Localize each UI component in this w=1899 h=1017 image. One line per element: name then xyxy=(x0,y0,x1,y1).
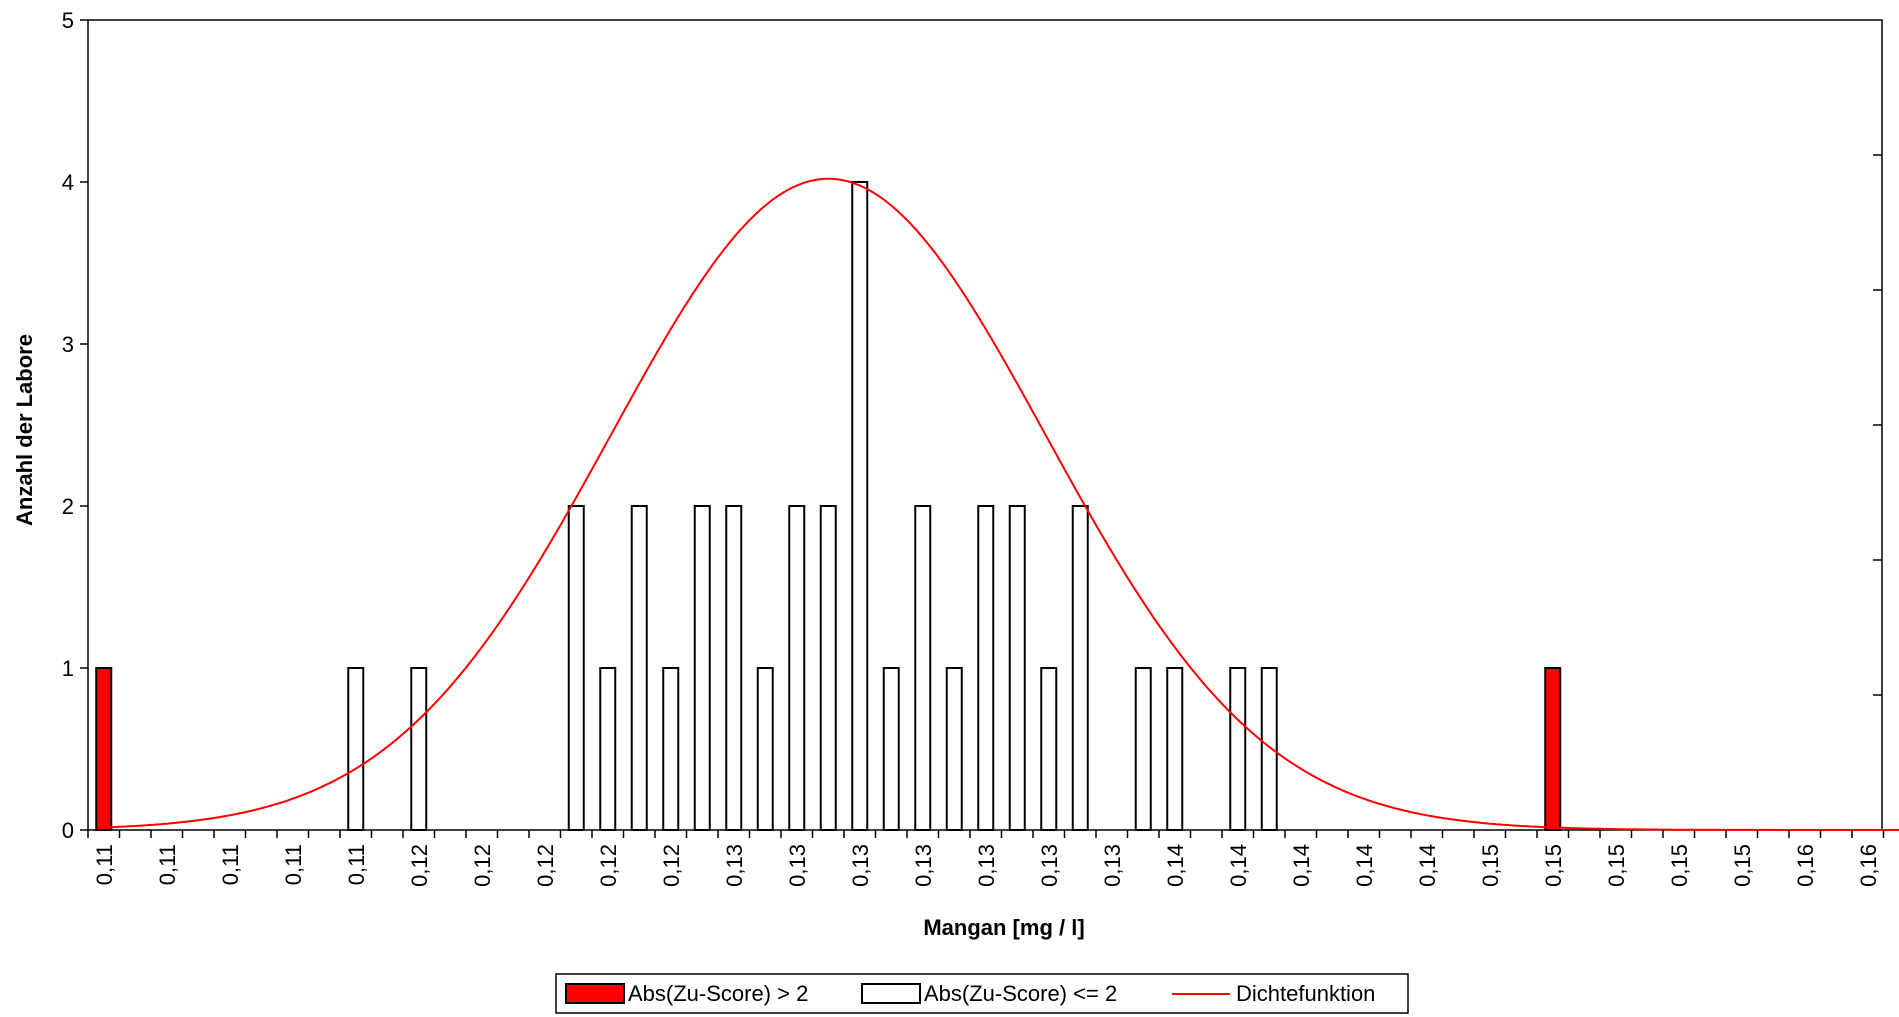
y-tick-label: 4 xyxy=(62,170,74,195)
x-tick-label: 0,14 xyxy=(1289,844,1314,887)
x-tick-label: 0,13 xyxy=(848,844,873,887)
x-tick-label: 0,11 xyxy=(281,844,306,885)
bar xyxy=(693,505,711,831)
bar xyxy=(882,667,900,831)
x-tick-label: 0,13 xyxy=(1100,844,1125,887)
x-tick-label: 0,13 xyxy=(911,844,936,887)
legend-symbol-white-box xyxy=(861,983,921,1004)
bar xyxy=(977,505,995,831)
bar xyxy=(1166,667,1184,831)
bar xyxy=(630,505,648,831)
y-axis-title: Anzahl der Labore xyxy=(12,334,37,526)
y-tick-label: 2 xyxy=(62,494,74,519)
x-tick-label: 0,11 xyxy=(218,844,243,885)
x-tick-label: 0,11 xyxy=(344,844,369,885)
bar xyxy=(819,505,837,831)
x-tick-label: 0,15 xyxy=(1478,844,1503,887)
bar-outlier xyxy=(95,667,113,831)
x-tick-label: 0,15 xyxy=(1667,844,1692,887)
bar xyxy=(1071,505,1089,831)
x-tick-label: 0,13 xyxy=(785,844,810,887)
density-curve-group xyxy=(103,177,1899,831)
bar xyxy=(567,505,585,831)
bar xyxy=(788,505,806,831)
x-tick-label: 0,13 xyxy=(1037,844,1062,887)
bar xyxy=(1008,505,1026,831)
y-tick-label: 1 xyxy=(62,656,74,681)
x-tick-label: 0,16 xyxy=(1793,844,1818,887)
bar xyxy=(725,505,743,831)
bar xyxy=(1134,667,1152,831)
x-tick-label: 0,12 xyxy=(596,844,621,887)
x-tick-label: 0,12 xyxy=(533,844,558,887)
y-tick-label: 3 xyxy=(62,332,74,357)
bar xyxy=(851,181,869,831)
y-axis: 0 1 2 3 4 5 xyxy=(62,8,88,843)
y-tick-label: 5 xyxy=(62,8,74,33)
x-tick-label: 0,16 xyxy=(1856,844,1881,887)
bars-group xyxy=(95,181,1562,831)
x-tick-label: 0,11 xyxy=(92,844,117,885)
legend-symbol-red-box xyxy=(565,983,625,1004)
legend-label-outlier: Abs(Zu-Score) > 2 xyxy=(628,981,808,1006)
bar xyxy=(1229,667,1247,831)
legend-label-normal: Abs(Zu-Score) <= 2 xyxy=(924,981,1117,1006)
x-tick-label: 0,15 xyxy=(1541,844,1566,887)
bar xyxy=(1260,667,1278,831)
x-tick-label: 0,12 xyxy=(470,844,495,887)
y-tick-label: 0 xyxy=(62,818,74,843)
x-tick-label: 0,13 xyxy=(974,844,999,887)
bar xyxy=(410,667,428,831)
density-curve xyxy=(103,177,1899,831)
bar xyxy=(756,667,774,831)
legend: Abs(Zu-Score) > 2 Abs(Zu-Score) <= 2 Dic… xyxy=(555,973,1409,1014)
bar xyxy=(945,667,963,831)
x-tick-label: 0,14 xyxy=(1415,844,1440,887)
x-axis-title: Mangan [mg / l] xyxy=(923,915,1084,940)
x-tick-label: 0,15 xyxy=(1604,844,1629,887)
bar xyxy=(347,667,365,831)
legend-frame xyxy=(555,973,1409,1014)
x-tick-label: 0,12 xyxy=(407,844,432,887)
x-tick-label: 0,15 xyxy=(1730,844,1755,887)
x-tick-label: 0,14 xyxy=(1226,844,1251,887)
legend-label-density: Dichtefunktion xyxy=(1236,981,1375,1006)
x-tick-label: 0,14 xyxy=(1352,844,1377,887)
bar xyxy=(914,505,932,831)
bar xyxy=(599,667,617,831)
x-tick-label: 0,12 xyxy=(659,844,684,887)
bar xyxy=(1040,667,1058,831)
bar-outlier xyxy=(1544,667,1562,831)
x-axis: 0,11 0,11 0,11 0,11 0,11 0,12 0,12 0,12 0,12 0,12… xyxy=(87,830,1885,887)
x-tick-label: 0,11 xyxy=(155,844,180,885)
bar xyxy=(662,667,680,831)
x-tick-label: 0,13 xyxy=(722,844,747,887)
x-tick-label: 0,14 xyxy=(1163,844,1188,887)
